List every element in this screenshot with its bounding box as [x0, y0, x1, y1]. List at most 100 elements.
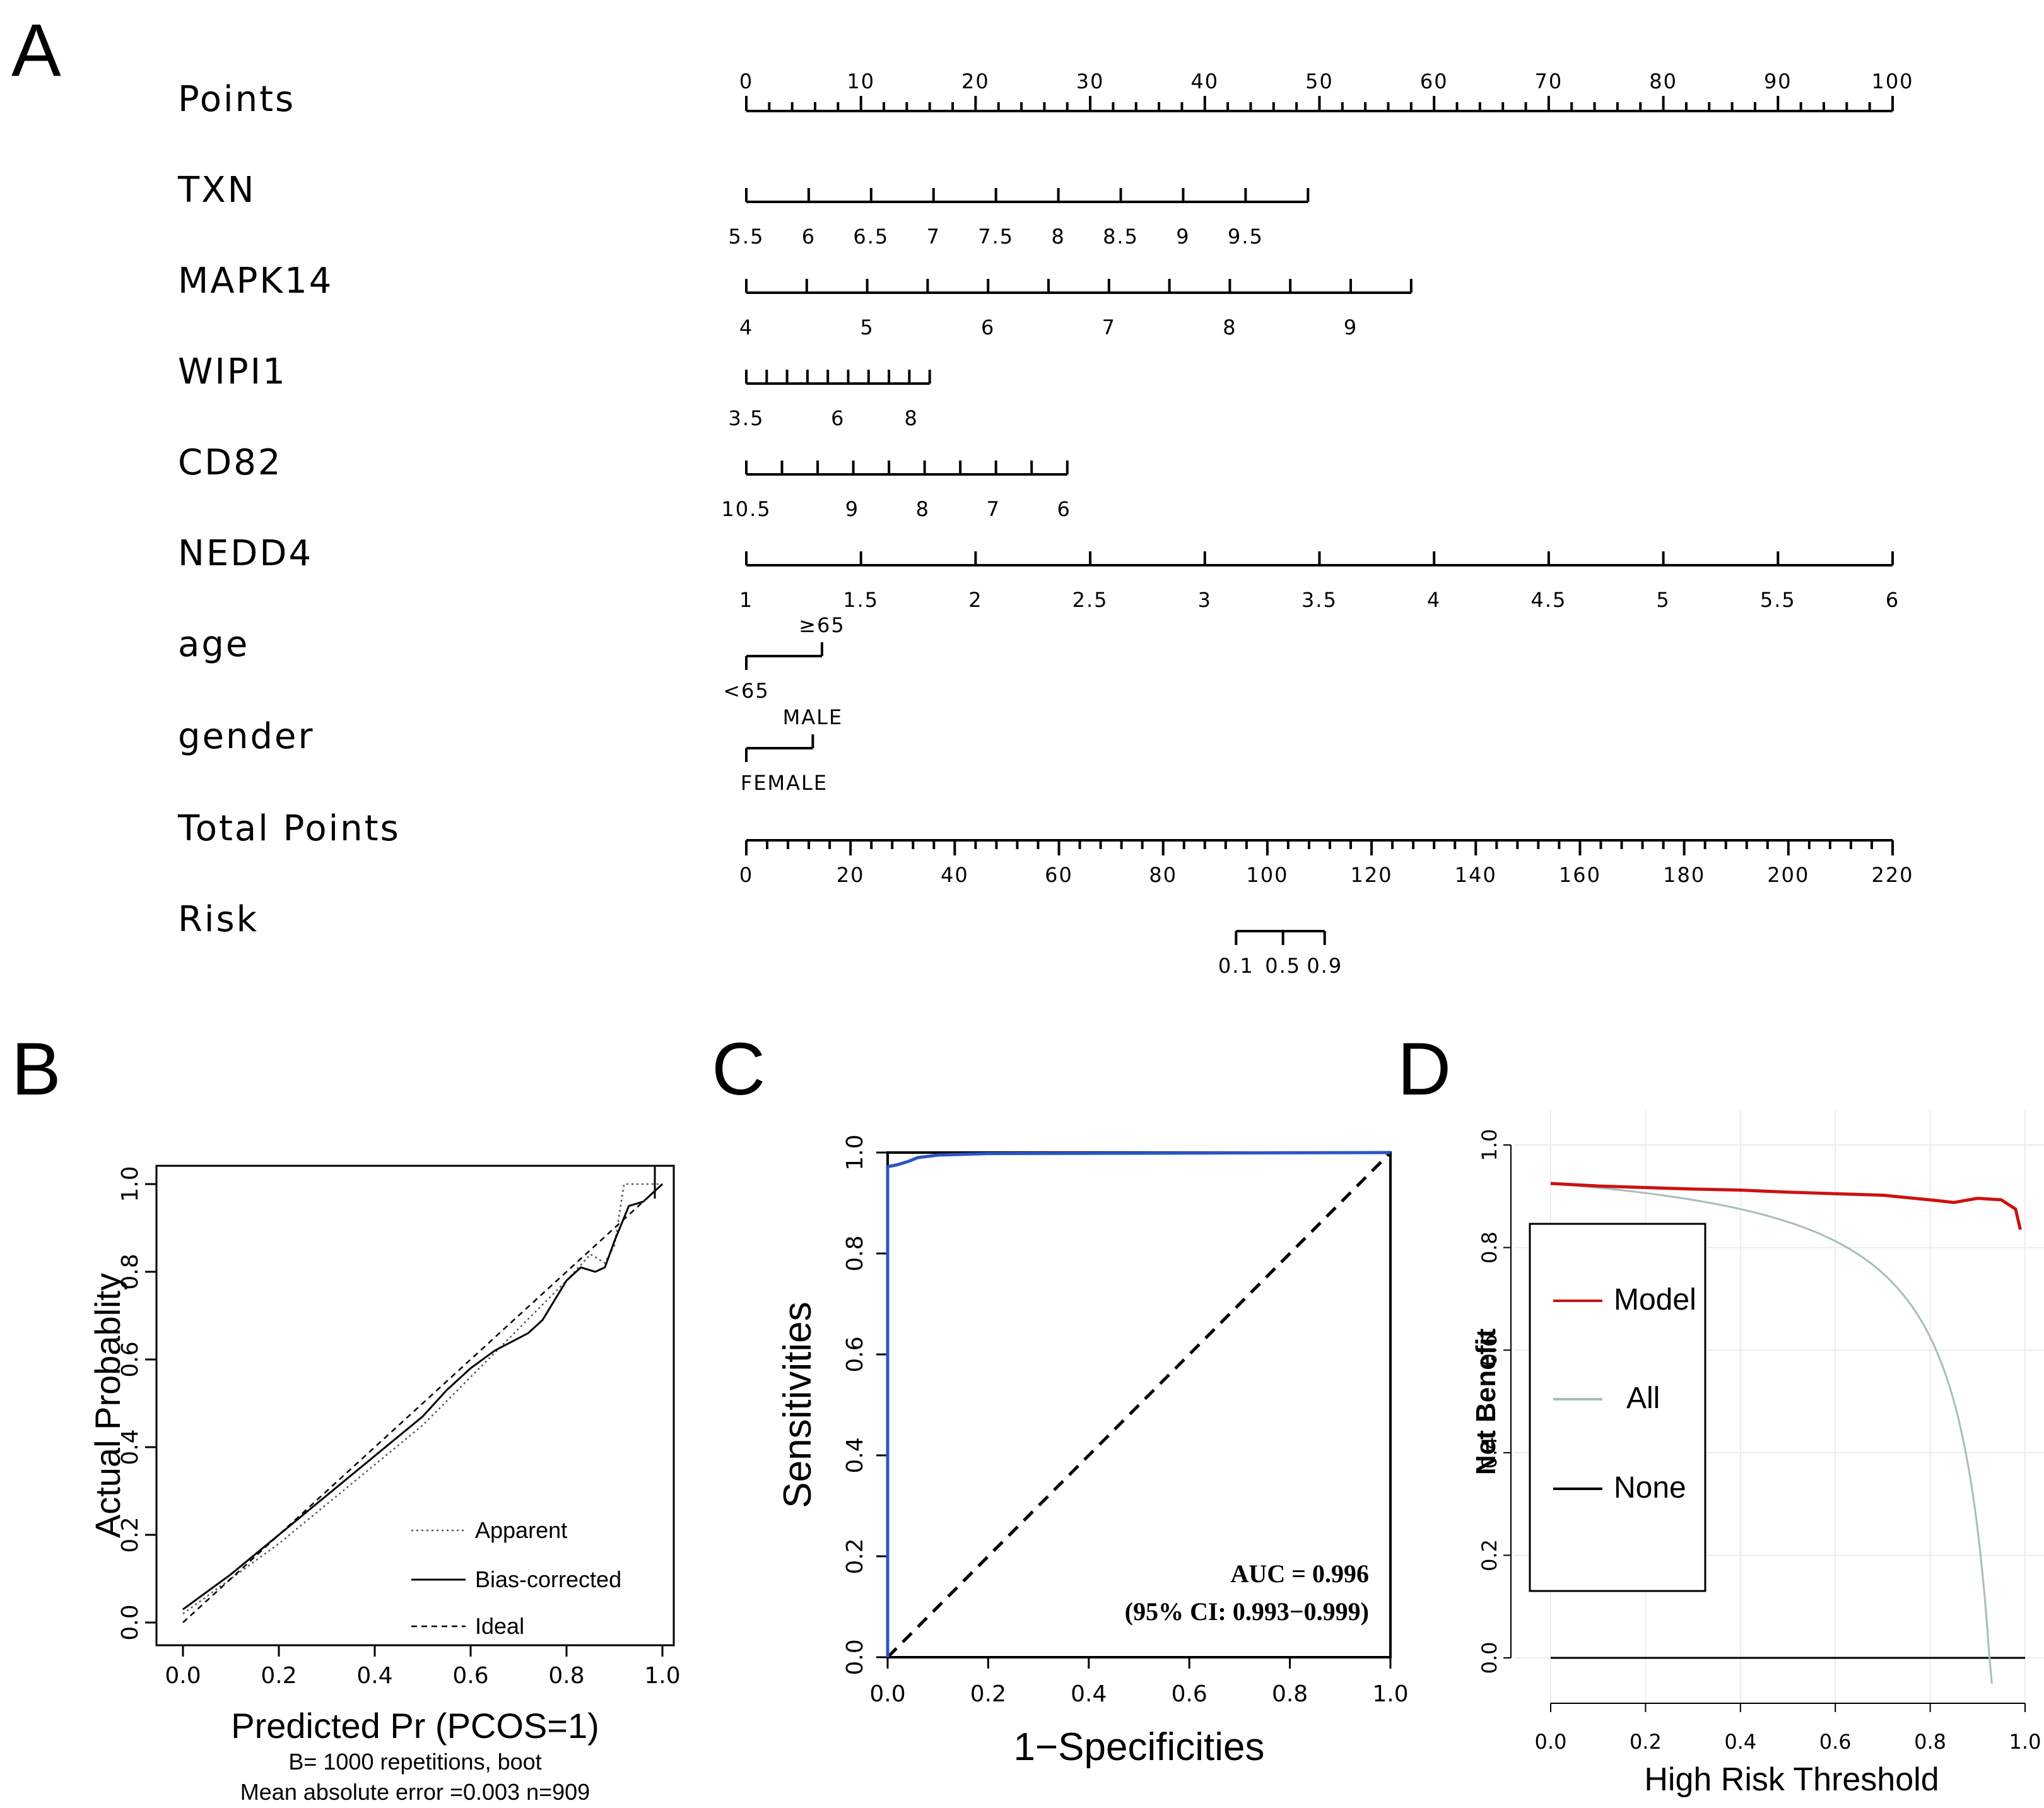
dca-y-tick-label: 0.0 — [1477, 1642, 1501, 1674]
roc-x-tick-label: 0.2 — [970, 1681, 1006, 1707]
nomogram-tick-label: 2 — [968, 588, 982, 612]
roc-y-tick-label: 0.0 — [842, 1639, 868, 1675]
dca-x-tick-label: 0.6 — [1819, 1730, 1852, 1754]
calibration-x-tick-label: 0.2 — [261, 1663, 297, 1689]
points-tick-label: 70 — [1535, 69, 1563, 93]
calibration-legend-label: Apparent — [475, 1517, 567, 1543]
dca-y-axis-title: Net Benefit — [1471, 1329, 1501, 1476]
total-points-tick-label: 80 — [1149, 863, 1177, 887]
calibration-x-tick-label: 1.0 — [644, 1663, 680, 1689]
nomogram-row-label: Total Points — [177, 808, 401, 849]
nomogram-row-label: age — [178, 624, 249, 665]
points-tick-label: 10 — [847, 69, 875, 93]
nomogram-tick-label: 7 — [987, 497, 1001, 521]
points-tick-label: 20 — [961, 69, 990, 93]
nomogram-tick-label: 6.5 — [853, 225, 889, 249]
calibration-series-ideal — [182, 1183, 663, 1623]
nomogram-row-label: NEDD4 — [178, 533, 313, 574]
points-tick-label: 90 — [1764, 69, 1792, 93]
dca-x-tick-label: 0.4 — [1724, 1730, 1756, 1754]
risk-tick-label: 0.5 — [1265, 954, 1301, 978]
dca-panel: 0.0 0.2 0.4 0.6 0.8 1.0 0.0 0.2 0.4 0.6 0.8 1.0 High… — [1471, 1110, 2044, 1798]
points-tick-label: 60 — [1420, 69, 1448, 93]
total-points-tick-label: 140 — [1455, 863, 1497, 887]
calibration-legend-label: Ideal — [475, 1613, 524, 1639]
calibration-panel: 0.0 0.2 0.4 0.6 0.8 1.0 0.0 0.2 0.4 0.6 0.8 1.0 Pred… — [88, 1165, 681, 1805]
total-points-tick-label: 220 — [1871, 863, 1913, 887]
dca-y-tick-label: 1.0 — [1477, 1129, 1501, 1161]
roc-x-tick-label: 1.0 — [1372, 1681, 1408, 1707]
nomogram-tick-label: 8 — [1051, 225, 1065, 249]
roc-ci-text: (95% CI: 0.993−0.999) — [1125, 1597, 1369, 1626]
roc-y-tick-label: 1.0 — [842, 1134, 868, 1170]
roc-y-tick-label: 0.2 — [842, 1538, 868, 1574]
nomogram-tick-label: 4.5 — [1530, 588, 1566, 612]
calibration-footnote: Mean absolute error =0.003 n=909 — [240, 1779, 590, 1805]
nomogram-tick-label: 3 — [1198, 588, 1212, 612]
age-level-label: ≥65 — [799, 613, 845, 637]
total-points-tick-label: 60 — [1045, 863, 1073, 887]
dca-y-tick-label: 0.8 — [1477, 1231, 1501, 1264]
nomogram-row-label: Risk — [178, 899, 259, 940]
dca-x-tick-label: 0.2 — [1630, 1730, 1662, 1754]
panel-label-a: A — [11, 9, 61, 92]
points-tick-label: 50 — [1305, 69, 1334, 93]
total-points-tick-label: 100 — [1246, 863, 1288, 887]
dca-x-tick-label: 0.8 — [1914, 1730, 1946, 1754]
calibration-series-apparent — [182, 1183, 662, 1615]
calibration-x-tick-label: 0.6 — [452, 1663, 488, 1689]
nomogram-tick-label: 8 — [916, 497, 930, 521]
points-tick-label: 40 — [1190, 69, 1219, 93]
calibration-series-bias-corrected — [182, 1183, 664, 1611]
nomogram-tick-label: 5 — [1656, 588, 1670, 612]
calibration-y-tick-label: 0.6 — [117, 1341, 143, 1377]
dca-y-tick-label: 0.2 — [1477, 1539, 1501, 1571]
panel-label-d: D — [1397, 1028, 1451, 1111]
dca-y-tick-label: 0.4 — [1477, 1436, 1501, 1469]
nomogram-tick-label: 8 — [904, 406, 918, 430]
nomogram-tick-label: 6 — [1886, 588, 1900, 612]
nomogram-tick-label: 3.5 — [729, 406, 765, 430]
dca-x-tick-label: 0.0 — [1535, 1730, 1567, 1754]
nomogram-row-label: Points — [178, 79, 295, 120]
calibration-y-tick-label: 1.0 — [117, 1166, 143, 1202]
nomogram-tick-label: 9 — [1344, 315, 1358, 339]
total-points-tick-label: 40 — [941, 863, 969, 887]
roc-x-tick-label: 0.6 — [1172, 1681, 1207, 1707]
nomogram-tick-label: 2.5 — [1072, 588, 1108, 612]
total-points-tick-label: 120 — [1351, 863, 1393, 887]
dca-legend-label: Model — [1614, 1283, 1696, 1317]
dca-x-tick-label: 1.0 — [2009, 1730, 2041, 1754]
roc-x-tick-label: 0.8 — [1272, 1681, 1308, 1707]
dca-model-line — [1550, 1182, 2022, 1230]
dca-legend-box — [1529, 1223, 1706, 1592]
roc-chance-line — [886, 1151, 1392, 1658]
dca-legend-label: All — [1626, 1382, 1660, 1415]
roc-x-tick-label: 0.4 — [1071, 1681, 1107, 1707]
total-points-tick-label: 160 — [1559, 863, 1601, 887]
roc-auc-text: AUC = 0.996 — [1231, 1559, 1369, 1588]
calibration-footnote: B= 1000 repetitions, boot — [288, 1749, 541, 1775]
roc-panel: 0.0 0.2 0.4 0.6 0.8 1.0 0.0 0.2 0.4 0.6 0.8 1.0 1−Sp… — [776, 1134, 1409, 1769]
calibration-y-tick-label: 0.8 — [117, 1253, 143, 1289]
dca-legend-label: None — [1614, 1471, 1686, 1505]
calibration-x-tick-label: 0.4 — [356, 1663, 392, 1689]
nomogram-tick-label: 6 — [1057, 497, 1071, 521]
points-tick-label: 80 — [1649, 69, 1677, 93]
nomogram-tick-label: 7.5 — [978, 225, 1014, 249]
calibration-x-axis-title: Predicted Pr (PCOS=1) — [231, 1706, 599, 1746]
dca-x-axis-title: High Risk Threshold — [1644, 1761, 1939, 1798]
age-level-label: <65 — [723, 679, 770, 703]
roc-y-tick-label: 0.6 — [842, 1336, 868, 1372]
gender-level-label: MALE — [783, 705, 843, 729]
roc-curve — [886, 1151, 1391, 1657]
dca-all-line — [1550, 1182, 1993, 1684]
calibration-x-tick-label: 0.0 — [165, 1663, 201, 1689]
calibration-y-tick-label: 0.4 — [117, 1429, 143, 1465]
nomogram-tick-label: 6 — [981, 315, 995, 339]
nomogram-row-label: MAPK14 — [178, 261, 333, 302]
calibration-y-tick-label: 0.2 — [117, 1517, 143, 1553]
nomogram-tick-label: 5.5 — [1760, 588, 1796, 612]
calibration-y-tick-label: 0.0 — [117, 1604, 143, 1640]
total-points-tick-label: 20 — [837, 863, 865, 887]
